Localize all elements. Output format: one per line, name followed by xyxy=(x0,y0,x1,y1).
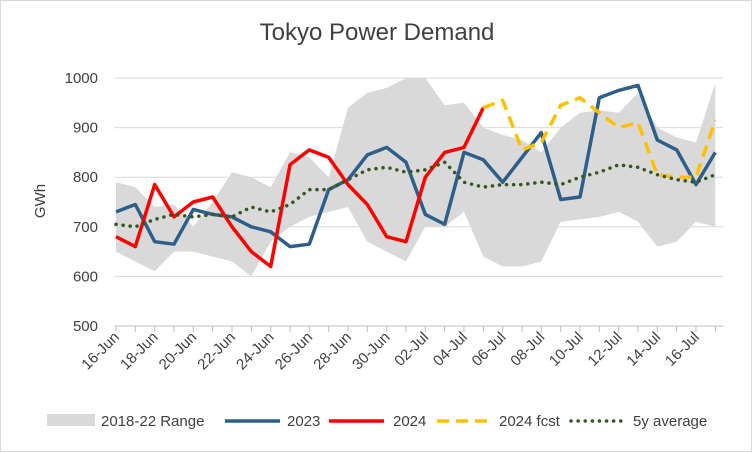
x-tick-label: 12-Jul xyxy=(585,329,626,370)
x-tick-label: 20-Jun xyxy=(156,329,200,373)
x-tick-label: 14-Jul xyxy=(623,329,664,370)
x-tick-label: 18-Jun xyxy=(117,329,161,373)
y-axis: 500 600 700 800 900 1000 xyxy=(65,70,98,335)
legend-label: 5y average xyxy=(633,413,707,430)
y-tick-label: 800 xyxy=(73,169,98,186)
y-tick-label: 600 xyxy=(73,268,98,285)
series-line-2024-fcst xyxy=(482,96,717,179)
legend-label: 2018-22 Range xyxy=(101,413,204,430)
x-tick-label: 26-Jun xyxy=(272,329,316,373)
y-axis-label: GWh xyxy=(32,184,49,218)
series-line-5y-average xyxy=(114,160,718,229)
chart-title: Tokyo Power Demand xyxy=(259,19,495,46)
range-layer xyxy=(116,78,716,277)
legend-label: 2024 fcst xyxy=(499,413,561,430)
range-area xyxy=(116,78,716,277)
legend: 2018-22 Range 2023 2024 2024 fcst 5y average xyxy=(47,413,707,430)
x-tick-label: 16-Jul xyxy=(662,329,703,370)
x-tick-label: 04-Jul xyxy=(430,329,471,370)
legend-key-2018-22-range xyxy=(47,414,95,426)
x-tick-label: 02-Jul xyxy=(391,329,432,370)
x-tick-label: 28-Jun xyxy=(310,329,354,373)
x-tick-label: 16-Jun xyxy=(78,329,122,373)
y-tick-label: 900 xyxy=(73,120,98,137)
series-layer xyxy=(114,83,718,269)
legend-label: 2024 xyxy=(393,413,426,430)
series-line-2023 xyxy=(115,83,717,249)
x-tick-label: 10-Jul xyxy=(546,329,587,370)
x-tick-label: 08-Jul xyxy=(507,329,548,370)
x-tick-label: 24-Jun xyxy=(233,329,277,373)
x-tick-label: 22-Jun xyxy=(194,329,238,373)
x-tick-label: 30-Jun xyxy=(349,329,393,373)
legend-label: 2023 xyxy=(287,413,320,430)
y-tick-label: 700 xyxy=(73,219,98,236)
x-tick-label: 06-Jul xyxy=(469,329,510,370)
y-tick-label: 1000 xyxy=(65,70,98,87)
y-tick-label: 500 xyxy=(73,318,98,335)
x-axis: 16-Jun18-Jun20-Jun22-Jun24-Jun26-Jun28-J… xyxy=(78,325,723,373)
